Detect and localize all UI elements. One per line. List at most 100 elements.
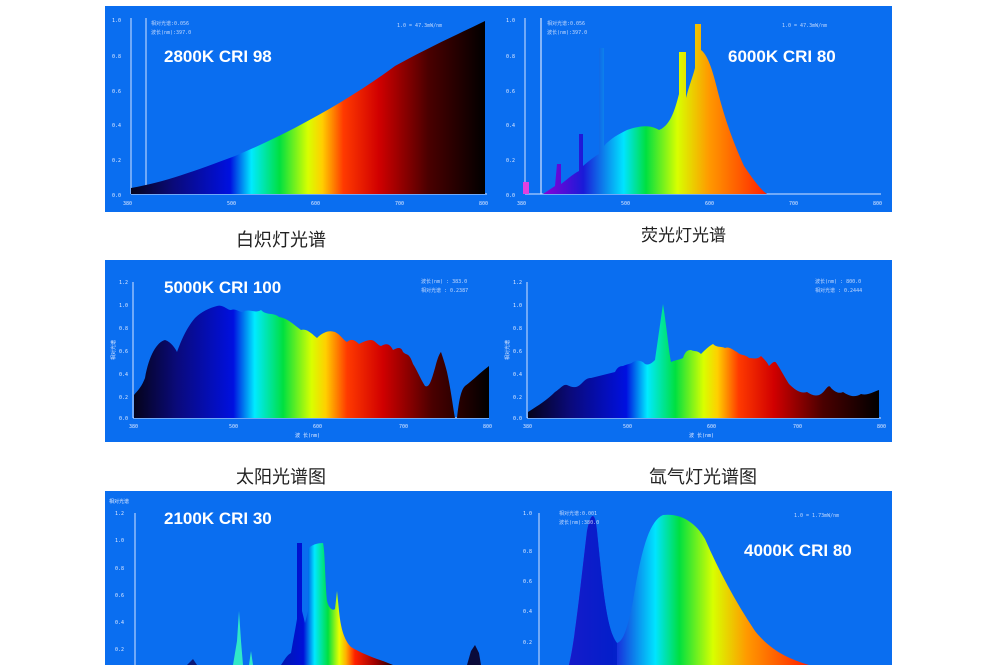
- svg-text:380: 380: [123, 201, 132, 207]
- svg-text:0.6: 0.6: [112, 89, 121, 95]
- svg-text:700: 700: [789, 201, 798, 207]
- readout-right: 波长(nm) : 383.0 相对光谱 : 0.2387: [421, 278, 468, 296]
- svg-text:0.8: 0.8: [513, 326, 522, 332]
- svg-text:600: 600: [313, 424, 322, 430]
- svg-text:700: 700: [395, 201, 404, 207]
- readout-relative: 相对光谱:0.056: [547, 21, 586, 27]
- svg-text:0.0: 0.0: [119, 416, 128, 422]
- svg-text:1.0: 1.0: [513, 303, 522, 309]
- caption-incandescent: 白炽灯光谱: [236, 230, 326, 251]
- svg-text:380: 380: [129, 424, 138, 430]
- svg-text:0.6: 0.6: [506, 89, 515, 95]
- cct-cri-label: 2100K CRI 30: [164, 509, 272, 528]
- svg-text:0.6: 0.6: [115, 593, 124, 599]
- readout-left: 相对光谱:0.056 波长(nm):397.0: [151, 20, 191, 38]
- readout-scale: 1.0 = 47.3mW/nm: [782, 23, 828, 29]
- svg-text:600: 600: [311, 201, 320, 207]
- svg-text:相对光谱: 相对光谱: [109, 498, 129, 505]
- cct-cri-label: 2800K CRI 98: [164, 47, 272, 66]
- svg-text:800: 800: [483, 424, 492, 430]
- svg-text:1.0: 1.0: [119, 303, 128, 309]
- svg-text:相对光谱: 相对光谱: [504, 340, 511, 360]
- svg-text:0.8: 0.8: [115, 566, 124, 572]
- svg-text:0.6: 0.6: [513, 349, 522, 355]
- spectrum-chart-fluorescent: 1.0 0.8 0.6 0.4 0.2 0.0 380 500 600 700 800: [506, 18, 882, 207]
- svg-text:800: 800: [877, 424, 886, 430]
- cct-cri-label: 4000K CRI 80: [744, 541, 852, 560]
- spectrum-chart-sodium: 1.2 1.0 0.8 0.6 0.4 0.2 相对光谱: [109, 498, 481, 665]
- svg-text:600: 600: [707, 424, 716, 430]
- svg-text:0.8: 0.8: [523, 549, 532, 555]
- caption-xenon: 氙气灯光谱图: [649, 467, 757, 488]
- readout-wavelength: 波长(nm) : 800.0: [815, 279, 862, 285]
- readout-scale: 1.0 = 1.73mW/nm: [794, 513, 840, 519]
- spectrum-chart-led: 1.0 0.8 0.6 0.4 0.2: [523, 511, 809, 665]
- chart-panel-sodium: 1.2 1.0 0.8 0.6 0.4 0.2 相对光谱 2100K CRI 30: [105, 491, 499, 665]
- svg-text:0.4: 0.4: [506, 123, 515, 129]
- svg-text:0.8: 0.8: [119, 326, 128, 332]
- spectrum-chart-xenon: 1.2 1.0 0.8 0.6 0.4 0.2 0.0 380 500 600 700 8…: [504, 280, 886, 439]
- svg-text:1.2: 1.2: [513, 280, 522, 286]
- svg-text:500: 500: [229, 424, 238, 430]
- svg-text:0.8: 0.8: [112, 54, 121, 60]
- readout-right: 波长(nm) : 800.0 相对光谱 : 0.2444: [815, 278, 862, 296]
- svg-text:1.0: 1.0: [506, 18, 515, 24]
- svg-text:1.0: 1.0: [115, 538, 124, 544]
- svg-text:0.6: 0.6: [119, 349, 128, 355]
- readout-relative: 相对光谱 : 0.2444: [815, 288, 863, 294]
- svg-text:0.2: 0.2: [506, 158, 515, 164]
- svg-text:1.2: 1.2: [115, 511, 124, 517]
- svg-text:0.4: 0.4: [523, 609, 532, 615]
- svg-text:相对光谱: 相对光谱: [110, 340, 117, 360]
- svg-text:700: 700: [399, 424, 408, 430]
- cct-cri-label: 6000K CRI 80: [728, 47, 836, 66]
- svg-text:0.0: 0.0: [513, 416, 522, 422]
- readout-left: 相对光谱:0.056 波长(nm):397.0: [547, 20, 587, 38]
- svg-text:600: 600: [705, 201, 714, 207]
- svg-text:0.0: 0.0: [506, 193, 515, 199]
- svg-text:0.2: 0.2: [112, 158, 121, 164]
- svg-text:500: 500: [621, 201, 630, 207]
- caption-fluorescent: 荧光灯光谱: [641, 226, 726, 246]
- svg-text:1.0: 1.0: [523, 511, 532, 517]
- svg-text:800: 800: [873, 201, 882, 207]
- svg-text:0.4: 0.4: [112, 123, 121, 129]
- readout-scale: 1.0 = 47.3mW/nm: [397, 23, 443, 29]
- readout-relative: 相对光谱:0.056: [151, 21, 190, 27]
- readout-wavelength: 波长(nm):397.0: [547, 30, 588, 36]
- chart-panel-fluorescent: 1.0 0.8 0.6 0.4 0.2 0.0 380 500 600 700 800 相…: [499, 6, 892, 212]
- svg-text:1.2: 1.2: [119, 280, 128, 286]
- svg-text:500: 500: [227, 201, 236, 207]
- chart-panel-incandescent: 1.0 0.8 0.6 0.4 0.2 0.0 380 500 600 700 800 相…: [105, 6, 499, 212]
- svg-text:0.4: 0.4: [119, 372, 128, 378]
- svg-text:500: 500: [623, 424, 632, 430]
- svg-text:380: 380: [517, 201, 526, 207]
- svg-text:0.2: 0.2: [513, 395, 522, 401]
- readout-relative: 相对光谱:0.001: [559, 511, 598, 517]
- spectrum-chart-incandescent: 1.0 0.8 0.6 0.4 0.2 0.0 380 500 600 700 800: [112, 18, 488, 207]
- svg-text:700: 700: [793, 424, 802, 430]
- svg-text:800: 800: [479, 201, 488, 207]
- readout-wavelength: 波长(nm):380.0: [559, 520, 600, 526]
- svg-text:0.4: 0.4: [115, 620, 124, 626]
- spectrum-chart-sunlight: 1.2 1.0 0.8 0.6 0.4 0.2 0.0 380 500 600 700 8…: [110, 280, 492, 439]
- chart-panel-sunlight: 1.2 1.0 0.8 0.6 0.4 0.2 0.0 380 500 600 700 8…: [105, 260, 499, 442]
- readout-wavelength: 波长(nm) : 383.0: [421, 279, 468, 285]
- cct-cri-label: 5000K CRI 100: [164, 278, 282, 297]
- svg-text:0.4: 0.4: [513, 372, 522, 378]
- x-axis-title: 波 长(nm): [689, 432, 714, 439]
- readout-relative: 相对光谱 : 0.2387: [421, 288, 469, 294]
- chart-panel-xenon: 1.2 1.0 0.8 0.6 0.4 0.2 0.0 380 500 600 700 8…: [499, 260, 892, 442]
- svg-text:0.0: 0.0: [112, 193, 121, 199]
- readout-left: 相对光谱:0.001 波长(nm):380.0: [559, 510, 599, 528]
- svg-text:0.2: 0.2: [119, 395, 128, 401]
- svg-text:380: 380: [523, 424, 532, 430]
- svg-text:1.0: 1.0: [112, 18, 121, 24]
- readout-wavelength: 波长(nm):397.0: [151, 30, 192, 36]
- svg-text:0.6: 0.6: [523, 579, 532, 585]
- svg-text:0.8: 0.8: [506, 54, 515, 60]
- svg-text:0.2: 0.2: [115, 647, 124, 653]
- svg-text:0.2: 0.2: [523, 640, 532, 646]
- caption-sunlight: 太阳光谱图: [236, 467, 326, 488]
- x-axis-title: 波 长(nm): [295, 432, 320, 439]
